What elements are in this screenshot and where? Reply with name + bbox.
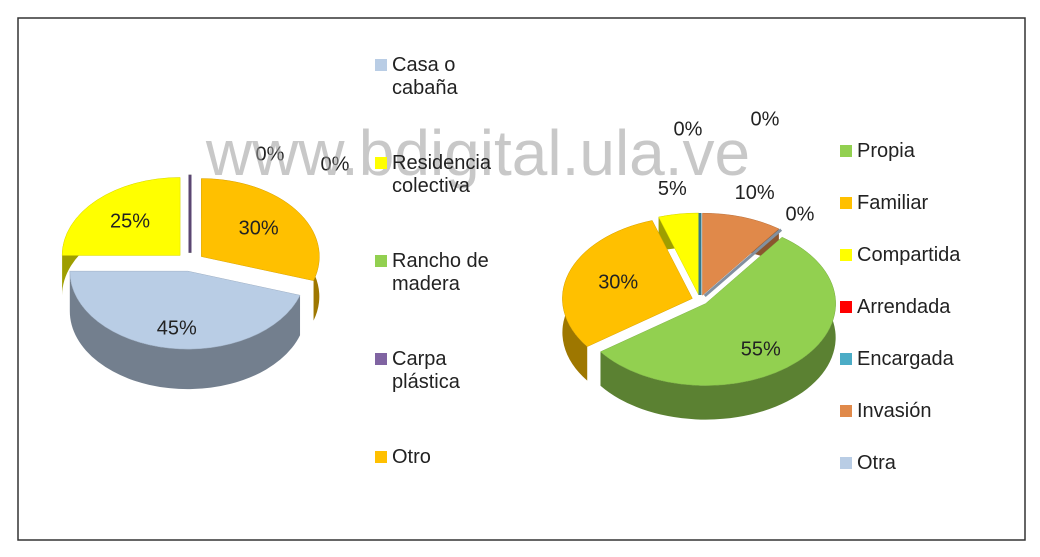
legend-item: Otra — [840, 452, 1010, 504]
legend-swatch — [840, 353, 852, 365]
pie-labels: 45% 25% 0% 0% 30% 55% 30% 5% 0% 0% 10% 0% — [110, 108, 815, 360]
data-label: 0% — [256, 143, 285, 165]
legend-label: Carpa plástica — [392, 348, 460, 393]
data-label: 55% — [741, 339, 781, 361]
pie-slice — [69, 270, 301, 350]
legend-swatch — [840, 405, 852, 417]
legend-swatch — [840, 457, 852, 469]
data-label: 0% — [321, 153, 350, 175]
pie-slice — [702, 212, 780, 296]
legend-item: Propia — [840, 140, 1010, 192]
legend-label: Propia — [857, 140, 915, 162]
legend: Propia Familiar Compartida Arrendada Encarga… — [840, 140, 1010, 504]
legend-label: Otra — [857, 452, 896, 474]
legend-item: Carpa plástica — [375, 348, 505, 446]
legend-item: Arrendada — [840, 296, 1010, 348]
legend-item: Casa o cabaña — [375, 54, 505, 152]
data-label: 25% — [110, 211, 150, 233]
legend-item: Compartida — [840, 244, 1010, 296]
frame — [17, 17, 1026, 541]
legend-label: Familiar — [857, 192, 929, 214]
data-label: 0% — [786, 203, 815, 225]
legend-item: Rancho de madera — [375, 250, 505, 348]
legend: Casa o cabaña Residencia colectiva Rancho … — [375, 54, 505, 544]
legend-swatch — [375, 353, 387, 365]
legend-item: Residencia colectiva — [375, 152, 505, 250]
data-label: 0% — [751, 108, 780, 130]
pie-tops — [61, 174, 836, 386]
data-label: 0% — [674, 118, 703, 140]
legend-swatch — [375, 255, 387, 267]
legend-item: Familiar — [840, 192, 1010, 244]
data-label: 30% — [239, 217, 279, 239]
legend-label: Otro — [392, 446, 431, 468]
pie-slice — [201, 178, 320, 281]
legend-label: Arrendada — [857, 296, 951, 318]
legend-swatch — [840, 249, 852, 261]
legend-label: Residencia colectiva — [392, 152, 491, 197]
legend-swatch — [840, 301, 852, 313]
pie-slice — [562, 220, 693, 347]
pie-side — [69, 271, 301, 390]
legend-item: Encargada — [840, 348, 1010, 400]
legend-swatch — [840, 197, 852, 209]
data-label: 10% — [735, 182, 775, 204]
watermark: www.bdigital.ula.ve — [205, 117, 750, 189]
legend-label: Rancho de madera — [392, 250, 489, 295]
pie-slice — [703, 228, 783, 298]
pie-slice — [600, 236, 836, 386]
legend-label: Compartida — [857, 244, 961, 266]
legend-label: Encargada — [857, 348, 954, 370]
legend-item: Invasión — [840, 400, 1010, 452]
legend-label: Casa o cabaña — [392, 54, 458, 99]
legend-label: Invasión — [857, 400, 932, 422]
legend-swatch — [375, 451, 387, 463]
legend-item: Otro — [375, 446, 505, 544]
data-label: 30% — [598, 272, 638, 294]
data-label: 45% — [157, 318, 197, 340]
legend-swatch — [375, 59, 387, 71]
data-label: 5% — [658, 178, 687, 200]
pie-side — [600, 237, 836, 420]
legend-swatch — [840, 145, 852, 157]
legend-swatch — [375, 157, 387, 169]
pie-slice — [61, 177, 181, 256]
